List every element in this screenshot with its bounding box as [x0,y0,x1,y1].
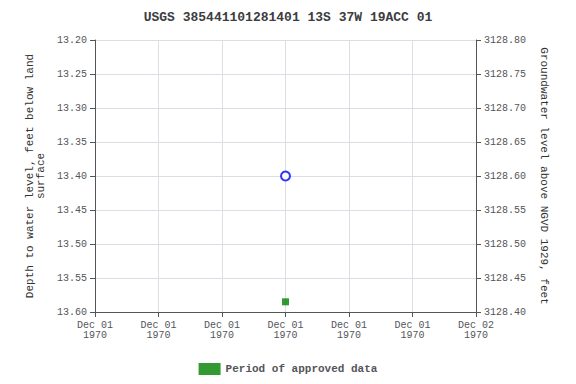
svg-text:3128.55: 3128.55 [484,205,526,216]
svg-text:1970: 1970 [400,330,424,341]
svg-text:13.40: 13.40 [57,171,87,182]
svg-text:1970: 1970 [273,330,297,341]
svg-text:Dec 01: Dec 01 [331,319,367,331]
svg-text:Dec 02: Dec 02 [458,319,494,331]
svg-text:Dec 01: Dec 01 [77,319,113,331]
svg-text:3128.80: 3128.80 [484,35,526,46]
svg-text:3128.70: 3128.70 [484,103,526,114]
svg-text:3128.50: 3128.50 [484,239,526,250]
svg-text:13.50: 13.50 [57,239,87,250]
svg-text:3128.60: 3128.60 [484,171,526,182]
svg-text:13.30: 13.30 [57,103,87,114]
svg-text:USGS 385441101281401 13S 37W 1: USGS 385441101281401 13S 37W 19ACC 01 [144,10,433,25]
svg-text:Dec 01: Dec 01 [204,319,240,331]
svg-text:Dec 01: Dec 01 [140,319,177,331]
svg-text:13.55: 13.55 [57,273,87,284]
svg-text:Period of approved data: Period of approved data [226,363,378,375]
svg-text:Dec 01: Dec 01 [267,319,304,331]
svg-text:1970: 1970 [337,330,361,341]
svg-text:13.20: 13.20 [57,35,87,46]
svg-text:13.25: 13.25 [57,69,87,80]
svg-text:13.45: 13.45 [57,205,87,216]
svg-text:Depth to water level, feet bel: Depth to water level, feet below land [23,53,36,299]
svg-text:3128.75: 3128.75 [484,69,526,80]
svg-text:1970: 1970 [83,330,107,341]
svg-text:1970: 1970 [146,330,170,341]
svg-text:3128.65: 3128.65 [484,137,526,148]
svg-text:13.35: 13.35 [57,137,87,148]
svg-text:3128.40: 3128.40 [484,307,526,318]
svg-text:1970: 1970 [210,330,234,341]
svg-text:Dec 01: Dec 01 [394,319,431,331]
svg-text:1970: 1970 [464,330,488,341]
svg-text:Groundwater level above NGVD 1: Groundwater level above NGVD 1929, feet [538,47,550,304]
svg-text:3128.45: 3128.45 [484,273,526,284]
svg-text:surface: surface [35,153,47,199]
svg-text:13.60: 13.60 [57,307,87,318]
